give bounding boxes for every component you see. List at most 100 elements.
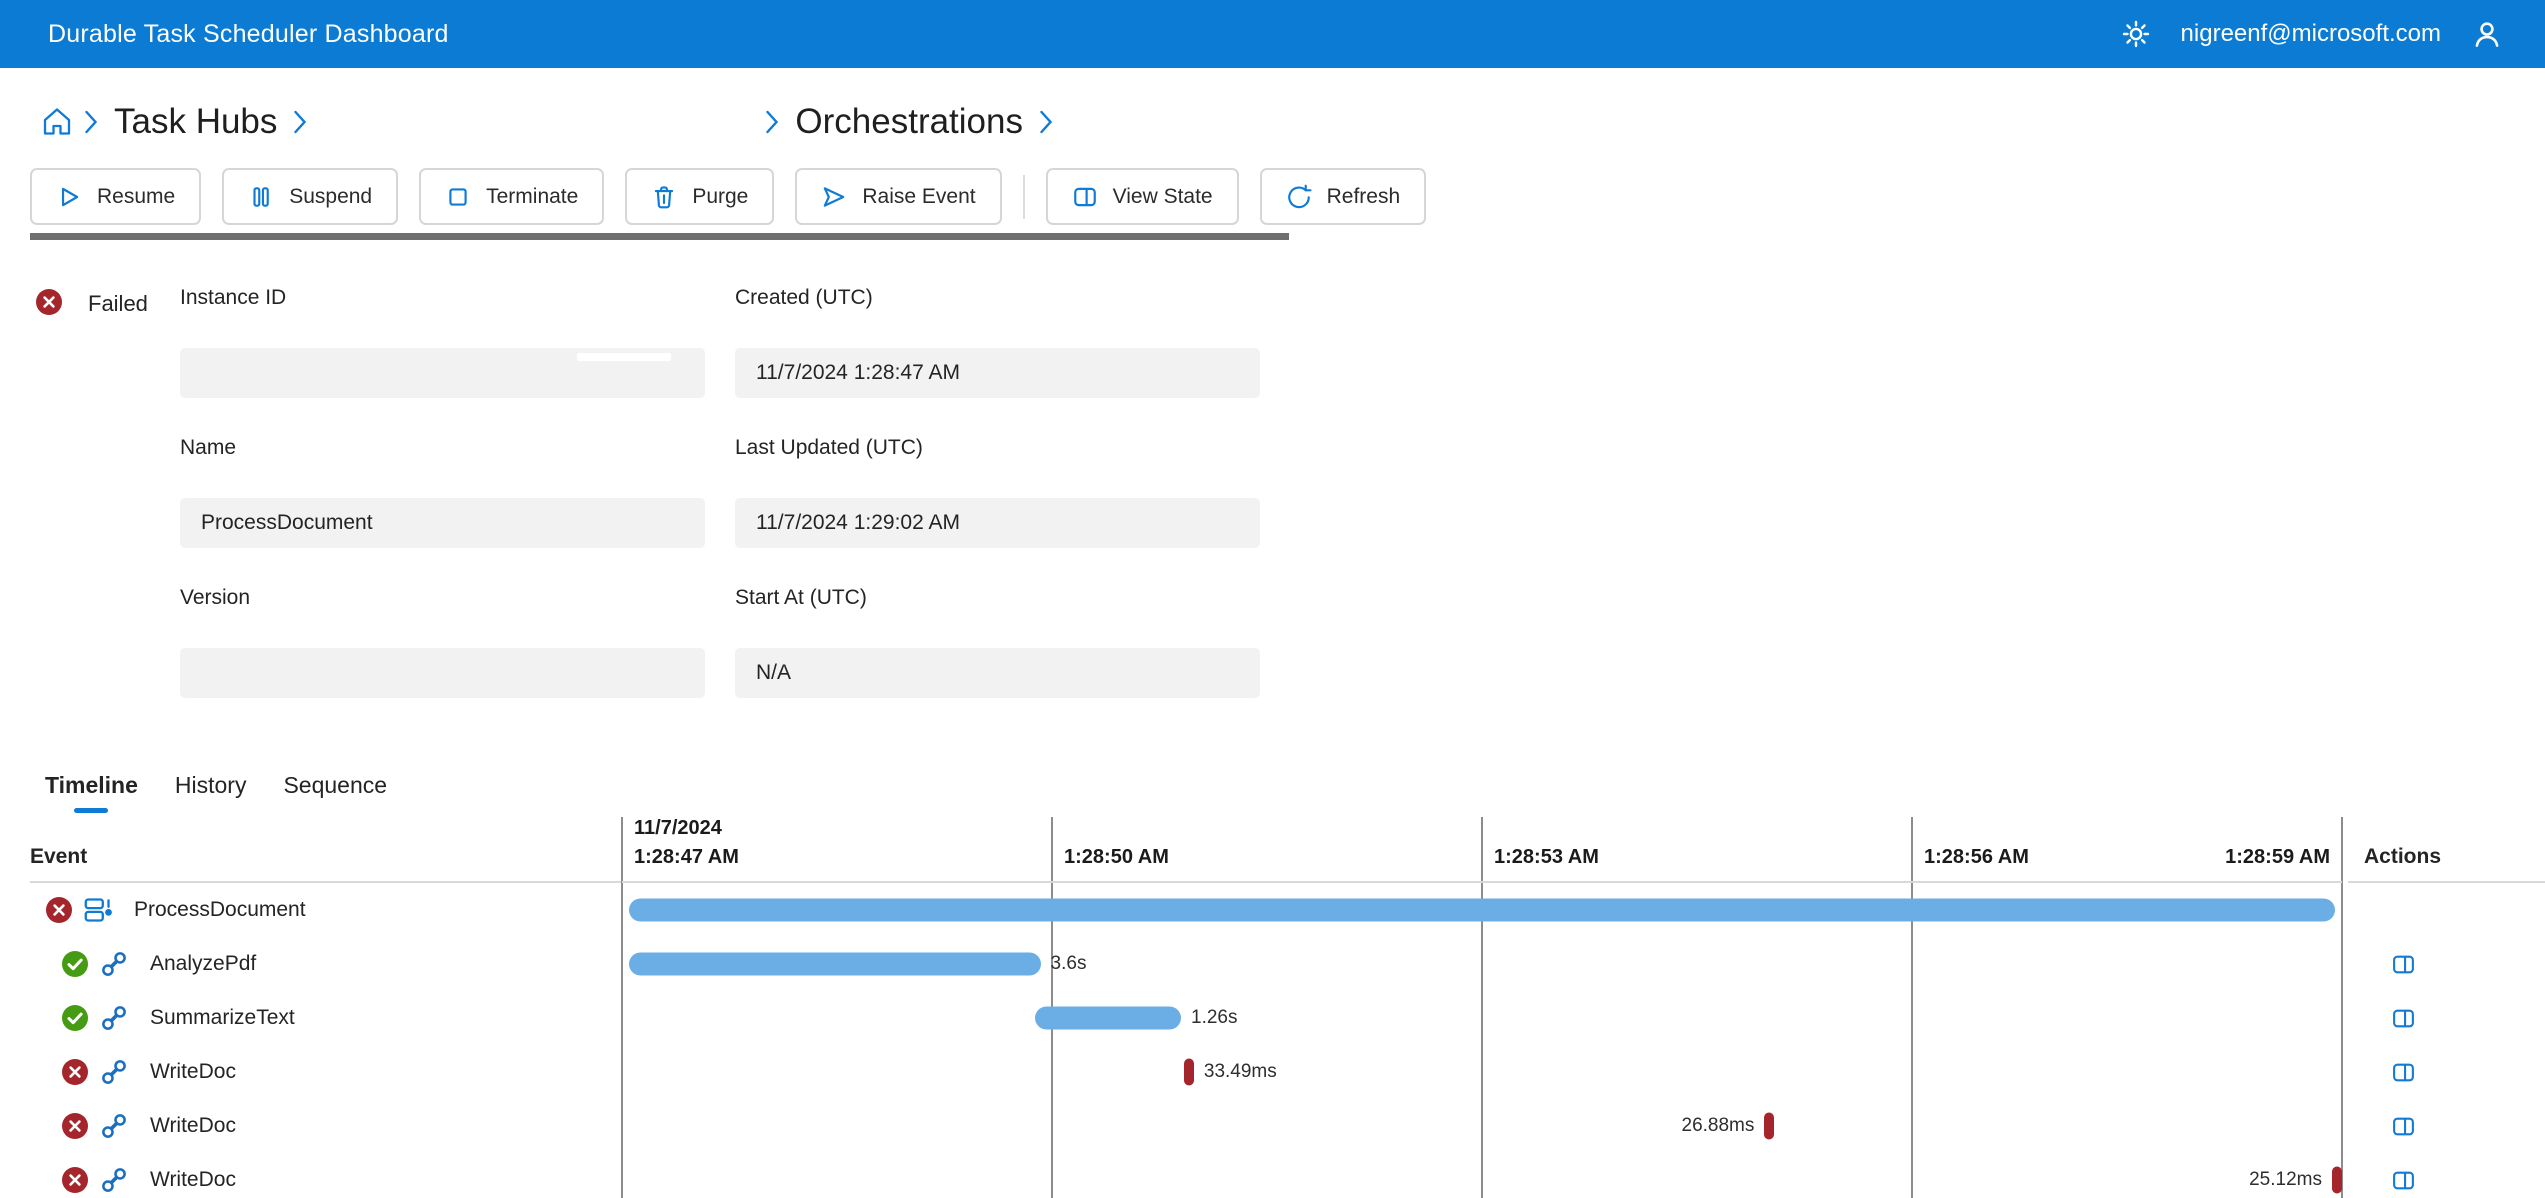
- field-label: Start At (UTC): [735, 586, 867, 609]
- actions-cell: [2348, 883, 2545, 937]
- breadcrumb-task-hubs[interactable]: Task Hubs: [114, 102, 278, 141]
- stop-icon: [445, 184, 471, 210]
- field-start-at-utc-: Start At (UTC) N/A: [735, 586, 1260, 698]
- event-cell: WriteDoc: [30, 1099, 622, 1153]
- duration-label: 33.49ms: [1203, 1061, 1277, 1082]
- settings-gear-icon[interactable]: [2121, 19, 2151, 49]
- field-label: Created (UTC): [735, 286, 873, 309]
- timeline-tick-label: 1:28:50 AM: [1064, 846, 1169, 868]
- timeline-row: WriteDoc 33.49ms: [30, 1045, 2545, 1099]
- suspend-button[interactable]: Suspend: [222, 168, 399, 225]
- view-state-button[interactable]: View State: [1045, 168, 1239, 225]
- failed-status-icon: [61, 1112, 89, 1140]
- home-icon[interactable]: [40, 105, 74, 139]
- event-name: SummarizeText: [150, 1006, 295, 1029]
- timeline-row: SummarizeText 1.26s: [30, 991, 2545, 1045]
- field-value[interactable]: [180, 348, 705, 398]
- actions-column-header-label: Actions: [2364, 845, 2442, 868]
- account-email[interactable]: nigreenf@microsoft.com: [2180, 20, 2441, 47]
- toolbar-button-label: Purge: [692, 184, 749, 208]
- timeline-cell: 3.6s: [622, 937, 2342, 991]
- field-version: Version: [180, 586, 705, 698]
- failed-status-icon: [45, 896, 73, 924]
- field-value[interactable]: 11/7/2024 1:29:02 AM: [735, 498, 1260, 548]
- toolbar-button-label: Resume: [97, 184, 176, 208]
- activity-link-icon: [100, 1004, 128, 1032]
- split-pane-icon: [2391, 1114, 2416, 1139]
- chevron-right-icon: [1038, 108, 1054, 136]
- toolbar-button-label: View State: [1112, 184, 1213, 208]
- event-cell: SummarizeText: [30, 991, 622, 1045]
- succeeded-status-icon: [61, 950, 89, 978]
- field-value[interactable]: N/A: [735, 648, 1260, 698]
- app-title: Durable Task Scheduler Dashboard: [48, 19, 449, 48]
- duration-bar[interactable]: [1183, 1058, 1194, 1086]
- actions-cell: [2348, 1045, 2545, 1099]
- breadcrumb: Task Hubs Orchestrations: [40, 102, 2545, 142]
- duration-bar[interactable]: [1764, 1112, 1775, 1140]
- actions-cell: [2348, 1099, 2545, 1153]
- detail-tabs: Timeline History Sequence: [45, 772, 2545, 813]
- timeline-cell: 1.26s: [622, 991, 2342, 1045]
- status-label: Failed: [88, 291, 148, 316]
- duration-label: 3.6s: [1050, 953, 1087, 974]
- view-state-button[interactable]: [2391, 1114, 2416, 1139]
- view-state-button[interactable]: [2391, 1006, 2416, 1031]
- detail-fields: Instance ID Created (UTC) 11/7/2024 1:28:4…: [180, 286, 1260, 736]
- view-state-button[interactable]: [2391, 952, 2416, 977]
- orchestration-status: Failed: [0, 286, 180, 736]
- resume-button[interactable]: Resume: [30, 168, 202, 225]
- split-pane-icon: [2391, 1168, 2416, 1193]
- event-name: ProcessDocument: [134, 898, 306, 921]
- field-value[interactable]: 11/7/2024 1:28:47 AM: [735, 348, 1260, 398]
- breadcrumb-orchestrations[interactable]: Orchestrations: [795, 102, 1023, 141]
- chevron-right-icon: [292, 108, 308, 136]
- event-name: WriteDoc: [150, 1114, 236, 1137]
- toolbar: Resume Suspend Terminate Purge Raise Event Vi…: [30, 168, 2545, 225]
- horizontal-scrollbar-thumb[interactable]: [30, 233, 1289, 240]
- event-name: WriteDoc: [150, 1168, 236, 1191]
- tab-history[interactable]: History: [174, 772, 247, 798]
- timeline-row: AnalyzePdf 3.6s: [30, 937, 2545, 991]
- pause-icon: [248, 184, 274, 210]
- duration-bar[interactable]: [2331, 1166, 2342, 1194]
- trash-icon: [651, 184, 677, 210]
- field-value[interactable]: [180, 648, 705, 698]
- user-avatar-icon[interactable]: [2471, 18, 2503, 50]
- toolbar-button-label: Refresh: [1326, 184, 1401, 208]
- view-state-button[interactable]: [2391, 1168, 2416, 1193]
- split-pane-icon: [2391, 952, 2416, 977]
- timeline-row: WriteDoc 26.88ms: [30, 1099, 2545, 1153]
- redaction-strip: [577, 353, 671, 361]
- timeline-table-body: ProcessDocument AnalyzePdf 3.6s SummarizeTe…: [30, 883, 2545, 1198]
- field-created-utc-: Created (UTC) 11/7/2024 1:28:47 AM: [735, 286, 1260, 398]
- view-state-button[interactable]: [2391, 1060, 2416, 1085]
- tab-timeline[interactable]: Timeline: [45, 772, 138, 813]
- split-pane-icon: [2391, 1006, 2416, 1031]
- tab-sequence[interactable]: Sequence: [283, 772, 388, 798]
- raise-event-button[interactable]: Raise Event: [795, 168, 1002, 225]
- toolbar-button-label: Terminate: [486, 184, 579, 208]
- terminate-button[interactable]: Terminate: [419, 168, 605, 225]
- event-cell: WriteDoc: [30, 1045, 622, 1099]
- refresh-icon: [1286, 184, 1312, 210]
- timeline-cell: 33.49ms: [622, 1045, 2342, 1099]
- duration-bar[interactable]: [629, 898, 2335, 922]
- app-header: Durable Task Scheduler Dashboard nigreen…: [0, 0, 2545, 68]
- toolbar-divider: [1022, 174, 1025, 219]
- split-pane-icon: [1072, 184, 1098, 210]
- field-label: Version: [180, 586, 251, 609]
- orchestration-icon: [84, 896, 112, 924]
- timeline-tick-label: 1:28:56 AM: [1924, 846, 2029, 868]
- field-label: Last Updated (UTC): [735, 436, 923, 459]
- chevron-right-icon: [83, 108, 99, 136]
- field-label: Instance ID: [180, 286, 287, 309]
- purge-button[interactable]: Purge: [625, 168, 775, 225]
- refresh-button[interactable]: Refresh: [1259, 168, 1427, 225]
- succeeded-status-icon: [61, 1004, 89, 1032]
- event-cell: WriteDoc: [30, 1153, 622, 1198]
- duration-bar[interactable]: [1034, 1006, 1181, 1030]
- duration-bar[interactable]: [629, 952, 1041, 976]
- timeline-cell: [622, 883, 2342, 937]
- field-value[interactable]: ProcessDocument: [180, 498, 705, 548]
